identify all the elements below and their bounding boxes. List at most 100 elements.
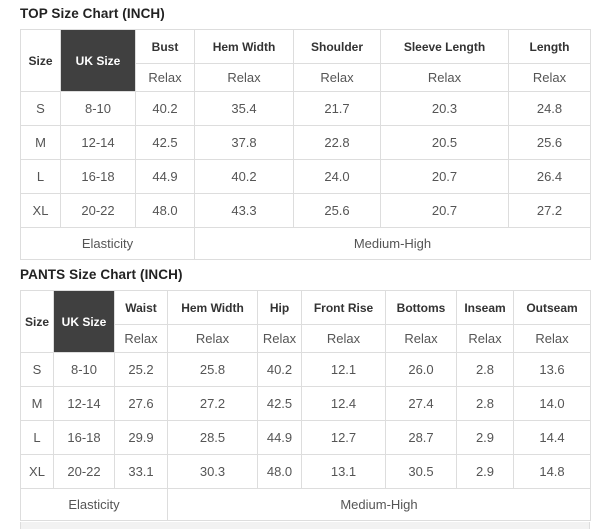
top-header-sleeve-length: Sleeve Length [380,29,509,64]
value-cell: 35.4 [194,91,294,126]
value-cell: 14.4 [513,420,591,455]
value-cell: 28.5 [167,420,258,455]
value-cell: 44.9 [135,159,195,194]
cutoff-next-row-strip [20,522,590,529]
pants-fit-row: Relax Relax Relax Relax Relax Relax Rela… [21,324,591,353]
value-cell: 27.4 [385,386,457,421]
top-fit-hem-width: Relax [194,63,294,92]
size-cell: S [20,352,54,387]
elasticity-value-cell: Medium-High [167,488,591,521]
top-header-shoulder: Shoulder [293,29,381,64]
top-row-xl: XL 20-22 48.0 43.3 25.6 20.7 27.2 [20,193,591,228]
value-cell: 14.0 [513,386,591,421]
value-cell: 42.5 [257,386,302,421]
uk-size-cell: 8-10 [60,91,136,126]
value-cell: 20.5 [380,125,509,160]
top-fit-sleeve-length: Relax [380,63,509,92]
value-cell: 27.2 [167,386,258,421]
pants-elasticity-row: Elasticity Medium-High [20,488,591,521]
uk-size-cell: 8-10 [53,352,115,387]
top-fit-row: Relax Relax Relax Relax Relax [21,63,591,92]
pants-fit-hem-width: Relax [167,324,258,353]
pants-header-bottoms: Bottoms [385,290,457,325]
value-cell: 40.2 [135,91,195,126]
pants-header-outseam: Outseam [513,290,591,325]
value-cell: 2.8 [456,386,514,421]
pants-fit-bottoms: Relax [385,324,457,353]
value-cell: 20.7 [380,159,509,194]
value-cell: 20.3 [380,91,509,126]
value-cell: 24.0 [293,159,381,194]
value-cell: 33.1 [114,454,168,489]
pants-row-l: L 16-18 29.9 28.5 44.9 12.7 28.7 2.9 14.… [20,420,591,455]
pants-header-hip: Hip [257,290,302,325]
value-cell: 44.9 [257,420,302,455]
pants-header-waist: Waist [114,290,168,325]
value-cell: 12.4 [301,386,386,421]
pants-fit-front-rise: Relax [301,324,386,353]
top-header-row: Size UK Size Bust Hem Width Shoulder Sle… [20,29,591,92]
value-cell: 24.8 [508,91,591,126]
size-cell: M [20,125,61,160]
value-cell: 28.7 [385,420,457,455]
top-fit-shoulder: Relax [293,63,381,92]
pants-fit-inseam: Relax [456,324,514,353]
value-cell: 42.5 [135,125,195,160]
elasticity-label-cell: Elasticity [20,227,195,260]
pants-row-m: M 12-14 27.6 27.2 42.5 12.4 27.4 2.8 14.… [20,386,591,421]
uk-size-cell: 20-22 [60,193,136,228]
top-fit-length: Relax [508,63,591,92]
pants-row-s: S 8-10 25.2 25.8 40.2 12.1 26.0 2.8 13.6 [20,352,591,387]
uk-size-cell: 16-18 [53,420,115,455]
value-cell: 30.5 [385,454,457,489]
value-cell: 26.0 [385,352,457,387]
value-cell: 37.8 [194,125,294,160]
top-elasticity-row: Elasticity Medium-High [20,227,591,260]
value-cell: 12.1 [301,352,386,387]
size-cell: XL [20,454,54,489]
top-row-s: S 8-10 40.2 35.4 21.7 20.3 24.8 [20,91,591,126]
value-cell: 25.8 [167,352,258,387]
value-cell: 26.4 [508,159,591,194]
value-cell: 40.2 [194,159,294,194]
size-cell: XL [20,193,61,228]
pants-header-front-rise: Front Rise [301,290,386,325]
top-fit-bust: Relax [135,63,195,92]
top-row-l: L 16-18 44.9 40.2 24.0 20.7 26.4 [20,159,591,194]
top-header-uk-size: UK Size [60,29,136,92]
size-cell: M [20,386,54,421]
pants-row-xl: XL 20-22 33.1 30.3 48.0 13.1 30.5 2.9 14… [20,454,591,489]
top-row-m: M 12-14 42.5 37.8 22.8 20.5 25.6 [20,125,591,160]
pants-header-inseam: Inseam [456,290,514,325]
value-cell: 13.6 [513,352,591,387]
uk-size-cell: 12-14 [53,386,115,421]
value-cell: 48.0 [257,454,302,489]
value-cell: 2.9 [456,454,514,489]
top-chart-title: TOP Size Chart (INCH) [20,6,165,21]
value-cell: 21.7 [293,91,381,126]
value-cell: 25.6 [293,193,381,228]
elasticity-label-cell: Elasticity [20,488,168,521]
uk-size-cell: 16-18 [60,159,136,194]
pants-chart-title: PANTS Size Chart (INCH) [20,267,183,282]
pants-header-hem-width: Hem Width [167,290,258,325]
pants-size-chart-table: Size UK Size Waist Hem Width Hip Front R… [20,290,591,521]
top-size-chart-table: Size UK Size Bust Hem Width Shoulder Sle… [20,29,591,260]
value-cell: 12.7 [301,420,386,455]
pants-fit-hip: Relax [257,324,302,353]
top-header-hem-width: Hem Width [194,29,294,64]
value-cell: 2.9 [456,420,514,455]
value-cell: 27.6 [114,386,168,421]
top-header-bust: Bust [135,29,195,64]
value-cell: 2.8 [456,352,514,387]
value-cell: 22.8 [293,125,381,160]
value-cell: 25.2 [114,352,168,387]
uk-size-cell: 12-14 [60,125,136,160]
pants-header-size: Size [20,290,54,353]
value-cell: 48.0 [135,193,195,228]
pants-fit-waist: Relax [114,324,168,353]
pants-fit-outseam: Relax [513,324,591,353]
uk-size-cell: 20-22 [53,454,115,489]
value-cell: 14.8 [513,454,591,489]
